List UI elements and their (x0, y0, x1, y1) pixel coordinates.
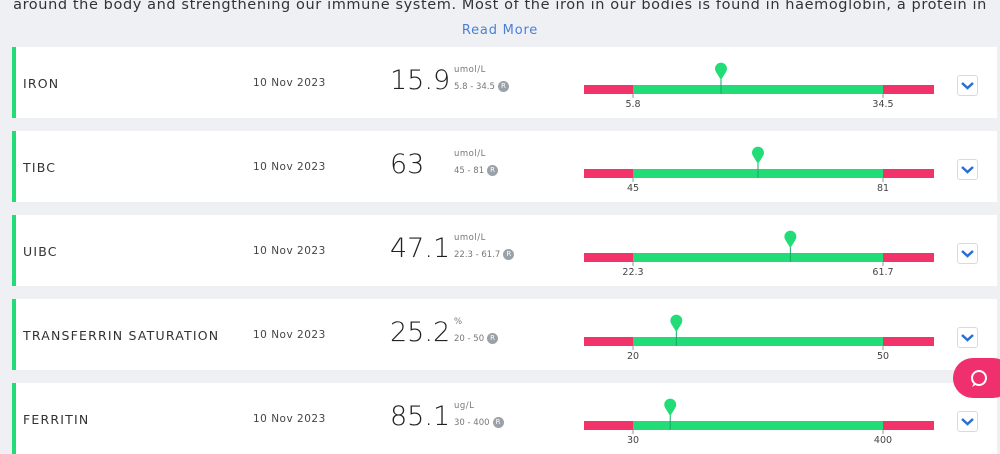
high-label: 81 (877, 183, 889, 194)
chat-button[interactable] (953, 358, 1000, 398)
low-label: 30 (627, 435, 639, 446)
low-label: 45 (627, 183, 639, 194)
low-label: 5.8 (625, 99, 640, 110)
chevron-icon (961, 82, 974, 90)
high-label: 400 (874, 435, 892, 446)
result-card: TIBC 10 Nov 2023 63 umol/L 45 - 81 R 45 81 (12, 131, 997, 202)
range-badge: R (497, 81, 509, 92)
test-value: 47.1 (390, 233, 451, 264)
range-badge: R (492, 417, 504, 428)
test-unit: % (454, 317, 463, 327)
expand-button[interactable] (957, 243, 978, 264)
bar-high (883, 421, 934, 430)
test-name: TRANSFERRIN SATURATION (23, 328, 220, 343)
bar-high (883, 169, 934, 178)
test-value: 15.9 (390, 65, 451, 96)
bar-normal (633, 253, 883, 262)
bar-low (584, 169, 633, 178)
value-marker (784, 230, 797, 262)
bar-low (584, 421, 633, 430)
value-marker (670, 314, 683, 346)
test-date: 10 Nov 2023 (253, 161, 326, 173)
range-bar: 20 50 (584, 314, 934, 362)
chevron (961, 418, 974, 426)
marker-pin (714, 62, 727, 80)
range-badge: R (487, 165, 499, 176)
test-value: 85.1 (390, 401, 451, 432)
bar-high (883, 85, 934, 94)
chevron (961, 166, 974, 174)
test-unit: umol/L (454, 149, 486, 159)
test-date: 10 Nov 2023 (253, 77, 326, 89)
test-date: 10 Nov 2023 (253, 413, 326, 425)
chevron (961, 334, 974, 342)
range-text: 20 - 50 (454, 334, 485, 344)
high-label: 50 (877, 351, 889, 362)
test-name: TIBC (23, 160, 57, 175)
chevron-icon (961, 418, 974, 426)
marker-pin (664, 398, 677, 416)
range-text: 45 - 81 (454, 166, 485, 176)
range-bar: 5.8 34.5 (584, 62, 934, 110)
test-date: 10 Nov 2023 (253, 329, 326, 341)
bar-normal (633, 85, 883, 94)
range-bar: 45 81 (584, 146, 934, 194)
read-more-link[interactable]: Read More (461, 23, 539, 38)
marker-pin (670, 314, 683, 332)
chevron-icon (961, 334, 974, 342)
value-marker (664, 398, 677, 430)
test-value: 25.2 (390, 317, 451, 348)
chevron-icon (961, 250, 974, 258)
low-label: 22.3 (622, 267, 643, 278)
result-card: IRON 10 Nov 2023 15.9 umol/L 5.8 - 34.5 R 5.8 3… (12, 47, 997, 118)
test-value: 63 (390, 149, 425, 180)
low-label: 20 (627, 351, 639, 362)
high-label: 34.5 (872, 99, 893, 110)
expand-button[interactable] (957, 75, 978, 96)
chat-icon (971, 370, 987, 387)
bar-high (883, 253, 934, 262)
bar-high (883, 337, 934, 346)
high-label: 61.7 (872, 267, 893, 278)
test-name: IRON (23, 76, 60, 91)
reference-range: 5.8 - 34.5 R (454, 81, 509, 92)
test-name: UIBC (23, 244, 58, 259)
result-card: UIBC 10 Nov 2023 47.1 umol/L 22.3 - 61.7 R 22.… (12, 215, 997, 286)
test-name: FERRITIN (23, 412, 90, 427)
range-bar: 22.3 61.7 (584, 230, 934, 278)
range-text: 5.8 - 34.5 (454, 82, 495, 92)
reference-range: 45 - 81 R (454, 165, 499, 176)
range-text: 22.3 - 61.7 (454, 250, 501, 260)
value-marker (714, 62, 727, 94)
reference-range: 20 - 50 R (454, 333, 499, 344)
range-text: 30 - 400 (454, 418, 490, 428)
expand-button[interactable] (957, 159, 978, 180)
range-bar: 30 400 (584, 398, 934, 446)
range-badge: R (503, 249, 515, 260)
chevron (961, 250, 974, 258)
bar-low (584, 337, 633, 346)
bar-low (584, 85, 633, 94)
test-unit: ug/L (454, 401, 475, 411)
expand-button[interactable] (957, 411, 978, 432)
test-unit: umol/L (454, 65, 486, 75)
bar-normal (633, 337, 883, 346)
chevron (961, 82, 974, 90)
range-badge: R (487, 333, 499, 344)
marker-pin (784, 230, 797, 248)
result-card: TRANSFERRIN SATURATION 10 Nov 2023 25.2% 20… (12, 299, 997, 370)
test-unit: umol/L (454, 233, 486, 243)
reference-range: 30 - 400 R (454, 417, 504, 428)
value-marker (751, 146, 764, 178)
intro-text: around the body and strengthening our im… (13, 0, 987, 13)
expand-button[interactable] (957, 327, 978, 348)
reference-range: 22.3 - 61.7 R (454, 249, 515, 260)
test-date: 10 Nov 2023 (253, 245, 326, 257)
bar-normal (633, 421, 883, 430)
chevron-icon (961, 166, 974, 174)
result-card: FERRITIN 10 Nov 2023 85.1 ug/L 30 - 400 R 30 40… (12, 383, 997, 454)
bar-low (584, 253, 633, 262)
marker-pin (751, 146, 764, 164)
